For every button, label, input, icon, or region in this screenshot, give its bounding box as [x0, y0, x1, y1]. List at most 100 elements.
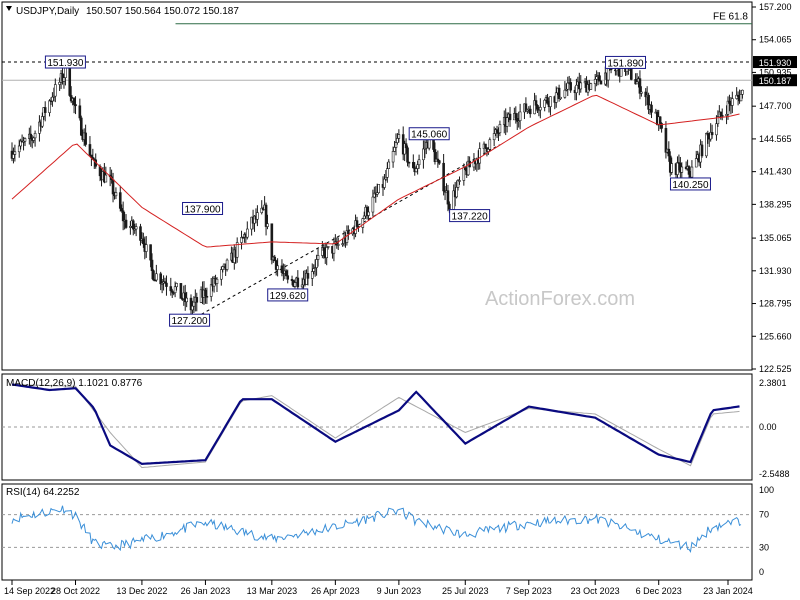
- rsi-axis-label: 100: [759, 485, 774, 495]
- price-tag-last: [753, 74, 797, 87]
- candle-body: [393, 147, 396, 152]
- candle-body: [589, 83, 593, 90]
- candle-body: [235, 242, 239, 258]
- candle-body: [336, 244, 340, 246]
- date-axis-label: 28 Oct 2022: [51, 586, 100, 596]
- price-axis-label: 138.295: [759, 199, 792, 209]
- candle-body: [546, 97, 549, 104]
- candle-body: [204, 289, 207, 297]
- swing-label: 145.060: [408, 127, 450, 141]
- candle-body: [19, 140, 22, 147]
- candle-body: [670, 163, 674, 173]
- candle-body: [286, 275, 290, 280]
- candle-body: [191, 305, 194, 311]
- macd-series: [2, 383, 752, 469]
- candle-body: [170, 290, 174, 293]
- swing-label-text: 140.250: [672, 180, 709, 191]
- candle-body: [205, 295, 209, 298]
- candle-body: [296, 277, 300, 288]
- candle-body: [595, 76, 598, 80]
- candle-body: [598, 75, 601, 82]
- rsi-series: [2, 505, 752, 553]
- candle-body: [518, 111, 522, 121]
- candle-body: [51, 96, 54, 102]
- candle-body: [524, 103, 528, 112]
- candle-body: [638, 78, 642, 94]
- price-tag-last-text: 150.187: [759, 76, 792, 86]
- rsi-title: RSI(14) 64.2252: [6, 487, 80, 498]
- candle-body: [404, 143, 408, 149]
- candle-body: [396, 138, 399, 143]
- candle-body: [599, 80, 603, 85]
- candle-body: [534, 100, 538, 106]
- candle-body: [347, 230, 350, 235]
- candle-body: [325, 247, 328, 259]
- candle-body: [310, 271, 314, 279]
- macd-axis-label: 0.00: [759, 422, 777, 432]
- candle-body: [209, 284, 213, 297]
- swing-label-box: [669, 177, 711, 191]
- swing-label-text: 127.200: [171, 316, 208, 327]
- candle-body: [79, 117, 83, 136]
- candle-body: [498, 124, 502, 134]
- moving-average-series: [11, 94, 740, 248]
- candle-body: [566, 82, 570, 90]
- candle-body: [635, 81, 639, 85]
- swing-label-text: 151.890: [607, 58, 644, 69]
- candle-body: [719, 111, 723, 116]
- candle-body: [416, 164, 419, 169]
- candle-body: [741, 89, 744, 95]
- candle-body: [13, 151, 17, 155]
- swing-label-text: 137.220: [452, 212, 489, 223]
- date-axis-label: 13 Mar 2023: [247, 586, 298, 596]
- candle-body: [391, 151, 395, 163]
- chart-menu-icon[interactable]: [6, 6, 12, 11]
- candle-body: [276, 265, 279, 270]
- candle-body: [383, 178, 386, 188]
- ohlc-readout: 150.507 150.564 150.072 150.187: [86, 6, 239, 17]
- candle-body: [12, 154, 15, 159]
- trend-line: [190, 144, 500, 321]
- candle-body: [134, 226, 138, 230]
- candle-body: [640, 91, 643, 94]
- candle-body: [715, 123, 718, 136]
- candle-body: [316, 255, 320, 260]
- swing-label: 151.930: [44, 55, 86, 69]
- candle-body: [422, 148, 425, 161]
- candle-body: [139, 226, 142, 241]
- swing-label-text: 151.930: [47, 58, 84, 69]
- candle-body: [221, 266, 225, 270]
- candle-body: [549, 96, 552, 107]
- candle-body: [315, 259, 318, 268]
- candle-body: [23, 138, 27, 142]
- candle-body: [448, 203, 451, 210]
- date-axis-label: 7 Sep 2023: [506, 586, 552, 596]
- candle-body: [676, 162, 679, 175]
- candle-body: [505, 117, 509, 127]
- candle-body: [306, 273, 310, 279]
- candle-body: [256, 212, 259, 220]
- candle-body: [386, 168, 389, 178]
- candle-body: [478, 148, 482, 164]
- candle-body: [508, 113, 512, 121]
- candle-body: [539, 107, 542, 111]
- candle-body: [716, 116, 720, 125]
- price-axis-label: 128.795: [759, 299, 792, 309]
- candle-body: [367, 211, 370, 216]
- price-axis-label: 131.930: [759, 266, 792, 276]
- candle-body: [660, 123, 663, 129]
- candle-body: [41, 116, 44, 127]
- candle-body: [705, 133, 708, 157]
- candle-body: [264, 204, 268, 227]
- rsi-axis-label: 70: [759, 510, 769, 520]
- candle-body: [664, 128, 668, 153]
- price-axis-label: 150.935: [759, 67, 792, 77]
- price-axis-label: 147.700: [759, 101, 792, 111]
- swing-label-box: [605, 55, 647, 69]
- candle-body: [273, 256, 277, 261]
- candle-body: [149, 244, 152, 261]
- swing-label-box: [267, 288, 309, 302]
- date-axis-label: 26 Apr 2023: [311, 586, 360, 596]
- candle-body: [579, 82, 583, 90]
